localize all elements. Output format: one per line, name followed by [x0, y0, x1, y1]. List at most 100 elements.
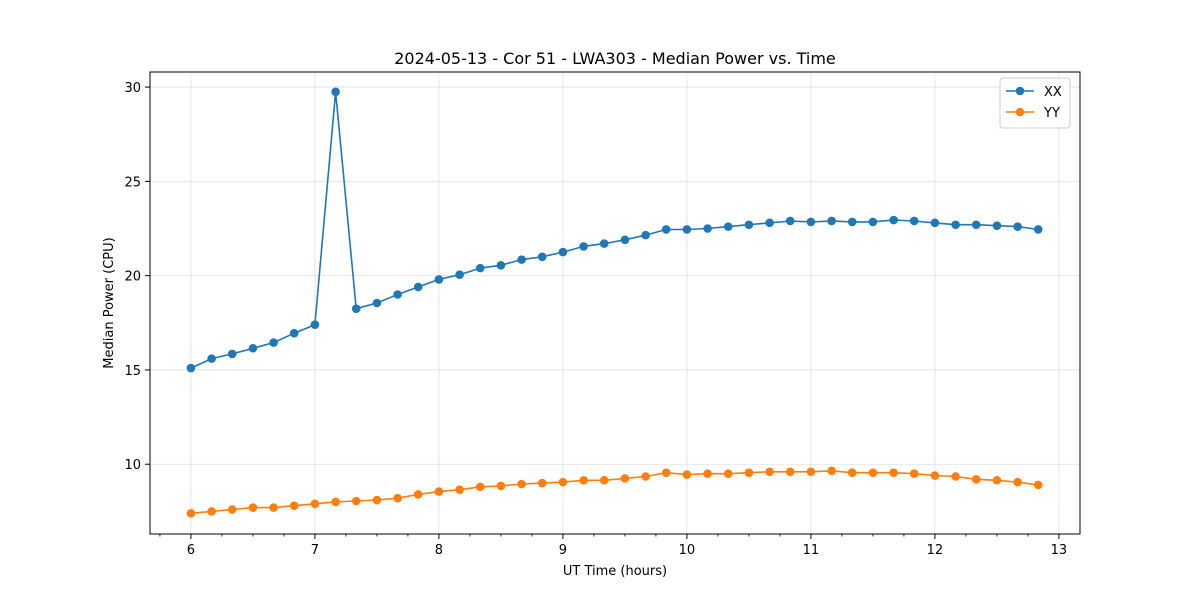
- data-point-xx: [951, 220, 960, 230]
- x-tick-label: 8: [435, 543, 443, 558]
- data-point-xx: [641, 230, 650, 240]
- data-point-xx: [682, 225, 692, 234]
- data-point-xx: [310, 320, 320, 329]
- data-point-yy: [289, 501, 299, 511]
- data-point-yy: [682, 470, 692, 479]
- y-tick-label: 25: [124, 175, 141, 190]
- data-point-xx: [827, 216, 836, 226]
- data-point-xx: [785, 216, 795, 226]
- x-tick-label: 10: [679, 543, 696, 558]
- data-point-yy: [434, 487, 444, 496]
- data-point-xx: [661, 225, 671, 234]
- data-point-yy: [186, 508, 196, 518]
- data-point-xx: [971, 220, 981, 230]
- data-point-yy: [827, 466, 836, 476]
- data-point-xx: [475, 263, 485, 273]
- data-point-yy: [496, 481, 506, 491]
- data-point-xx: [909, 216, 919, 226]
- data-point-xx: [227, 349, 237, 359]
- data-point-xx: [517, 255, 526, 264]
- data-point-xx: [599, 239, 609, 248]
- data-point-xx: [413, 282, 423, 292]
- x-tick-label: 13: [1051, 543, 1068, 558]
- data-point-xx: [393, 290, 402, 299]
- y-tick-label: 20: [124, 270, 141, 285]
- data-point-xx: [744, 220, 754, 230]
- grid: [150, 72, 1080, 534]
- data-point-xx: [1033, 225, 1043, 234]
- data-point-xx: [847, 217, 857, 227]
- data-point-yy: [331, 497, 340, 507]
- data-point-xx: [558, 247, 568, 257]
- data-point-xx: [723, 222, 733, 231]
- data-point-yy: [207, 507, 216, 516]
- legend-label-xx: XX: [1044, 85, 1062, 100]
- data-point-yy: [1033, 480, 1043, 490]
- axis-ticks: 6 7 8 9 10 11 12 13 10 15 20 25 30: [124, 81, 1067, 558]
- data-point-yy: [558, 477, 568, 487]
- data-point-yy: [909, 469, 919, 478]
- data-point-xx: [930, 218, 940, 228]
- data-point-yy: [517, 479, 526, 489]
- data-point-yy: [248, 503, 258, 512]
- data-point-yy: [393, 493, 402, 503]
- data-point-xx: [765, 218, 774, 228]
- legend: XX YY: [999, 77, 1071, 129]
- data-point-xx: [207, 354, 216, 363]
- data-point-xx: [1013, 222, 1022, 231]
- data-point-xx: [186, 363, 196, 373]
- chart-title: 2024-05-13 - Cor 51 - LWA303 - Median Po…: [394, 49, 836, 68]
- data-point-xx: [269, 338, 278, 347]
- data-point-xx: [579, 242, 588, 251]
- data-point-yy: [537, 478, 547, 488]
- data-point-xx: [889, 215, 898, 225]
- data-point-yy: [351, 496, 361, 506]
- data-point-yy: [703, 469, 712, 478]
- data-point-yy: [227, 505, 237, 514]
- data-point-xx: [351, 304, 361, 313]
- data-point-xx: [331, 87, 340, 97]
- data-point-yy: [971, 475, 981, 484]
- x-tick-label: 7: [311, 543, 319, 558]
- data-point-yy: [1013, 477, 1022, 487]
- x-tick-label: 6: [187, 543, 195, 558]
- x-tick-label: 12: [927, 543, 944, 558]
- data-point-yy: [475, 482, 485, 492]
- data-point-xx: [455, 270, 464, 280]
- legend-marker-yy: [1015, 107, 1025, 117]
- x-tick-label: 9: [559, 543, 567, 558]
- data-point-yy: [641, 472, 650, 481]
- data-point-yy: [661, 468, 671, 478]
- legend-marker-xx: [1015, 86, 1025, 96]
- data-point-yy: [847, 468, 857, 478]
- data-point-xx: [620, 235, 630, 245]
- data-point-xx: [496, 260, 506, 270]
- data-point-xx: [537, 252, 547, 262]
- x-tick-label: 11: [803, 543, 820, 558]
- data-point-yy: [992, 475, 1002, 485]
- data-point-yy: [455, 485, 464, 494]
- data-point-xx: [372, 298, 382, 308]
- data-point-yy: [930, 471, 940, 480]
- data-point-yy: [310, 499, 320, 509]
- y-tick-label: 30: [124, 81, 141, 96]
- data-point-yy: [413, 490, 423, 499]
- data-point-xx: [434, 275, 444, 284]
- data-point-yy: [372, 495, 382, 505]
- y-tick-label: 10: [124, 458, 141, 473]
- data-point-yy: [785, 467, 795, 477]
- axes-frame: [149, 71, 1081, 535]
- data-point-yy: [889, 468, 898, 478]
- data-point-yy: [868, 468, 878, 478]
- data-point-yy: [620, 474, 630, 483]
- data-point-yy: [579, 475, 588, 485]
- data-point-yy: [599, 475, 609, 485]
- x-axis-label: UT Time (hours): [563, 564, 667, 579]
- data-point-xx: [703, 224, 712, 233]
- y-tick-label: 15: [124, 364, 141, 379]
- data-point-xx: [868, 217, 878, 227]
- data-point-yy: [765, 467, 774, 477]
- data-point-xx: [289, 328, 299, 338]
- legend-label-yy: YY: [1043, 106, 1060, 121]
